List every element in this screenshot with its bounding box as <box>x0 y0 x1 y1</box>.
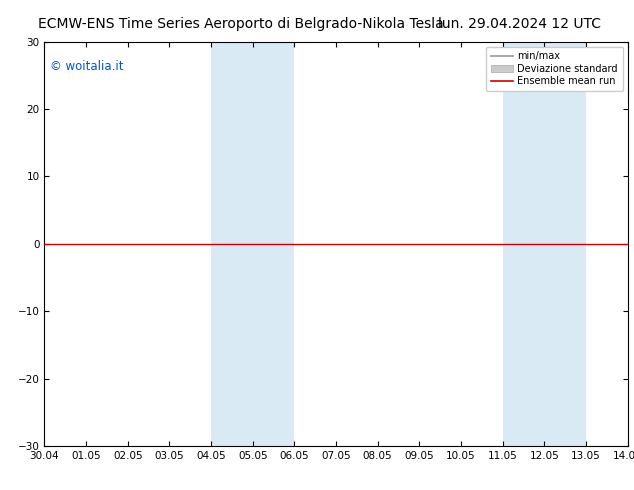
Bar <box>211 42 253 446</box>
Text: ECMW-ENS Time Series Aeroporto di Belgrado-Nikola Tesla: ECMW-ENS Time Series Aeroporto di Belgra… <box>38 17 444 31</box>
Bar <box>253 42 294 446</box>
Text: lun. 29.04.2024 12 UTC: lun. 29.04.2024 12 UTC <box>438 17 602 31</box>
Bar <box>503 42 545 446</box>
Bar <box>545 42 586 446</box>
Legend: min/max, Deviazione standard, Ensemble mean run: min/max, Deviazione standard, Ensemble m… <box>486 47 623 91</box>
Text: © woitalia.it: © woitalia.it <box>50 60 124 73</box>
